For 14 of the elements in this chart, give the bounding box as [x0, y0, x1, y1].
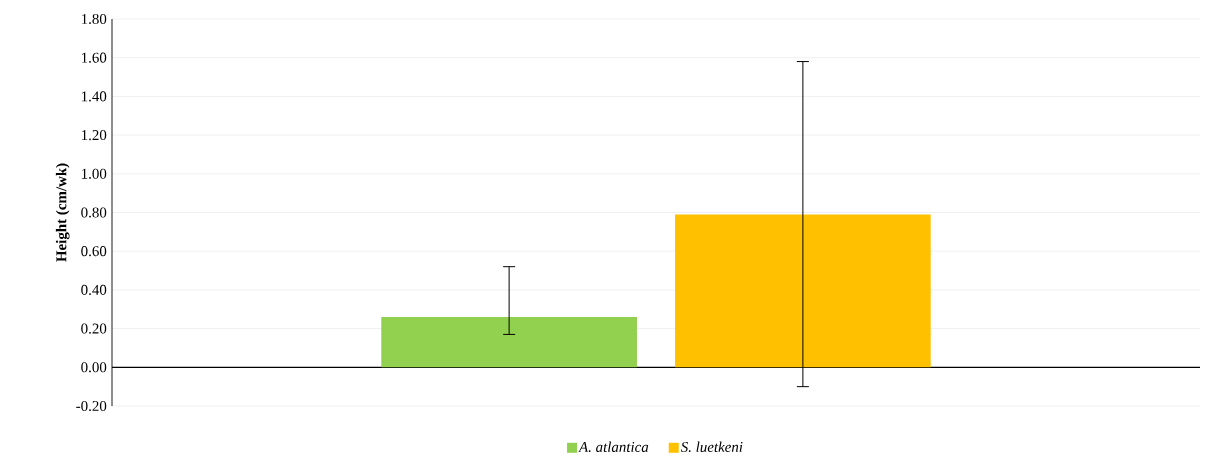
y-tick-label: 1.00	[81, 168, 107, 179]
y-tick-label: 0.80	[81, 207, 107, 218]
y-tick-label: -0.20	[76, 400, 107, 412]
y-tick-label: 0.00	[81, 362, 107, 373]
legend-label: A. atlantica	[578, 441, 649, 453]
y-tick-label: 1.40	[81, 91, 107, 102]
y-tick-label: 1.20	[81, 130, 107, 141]
y-tick-label: 1.60	[81, 52, 107, 63]
y-tick-label: 0.40	[81, 284, 107, 295]
legend-label: S. luetkeni	[680, 441, 743, 453]
y-tick-label: 1.80	[81, 13, 107, 25]
y-tick-label: 0.20	[81, 323, 107, 334]
y-axis-title: Height (cm/wk)	[55, 163, 70, 262]
y-tick-label: 0.60	[81, 246, 107, 257]
